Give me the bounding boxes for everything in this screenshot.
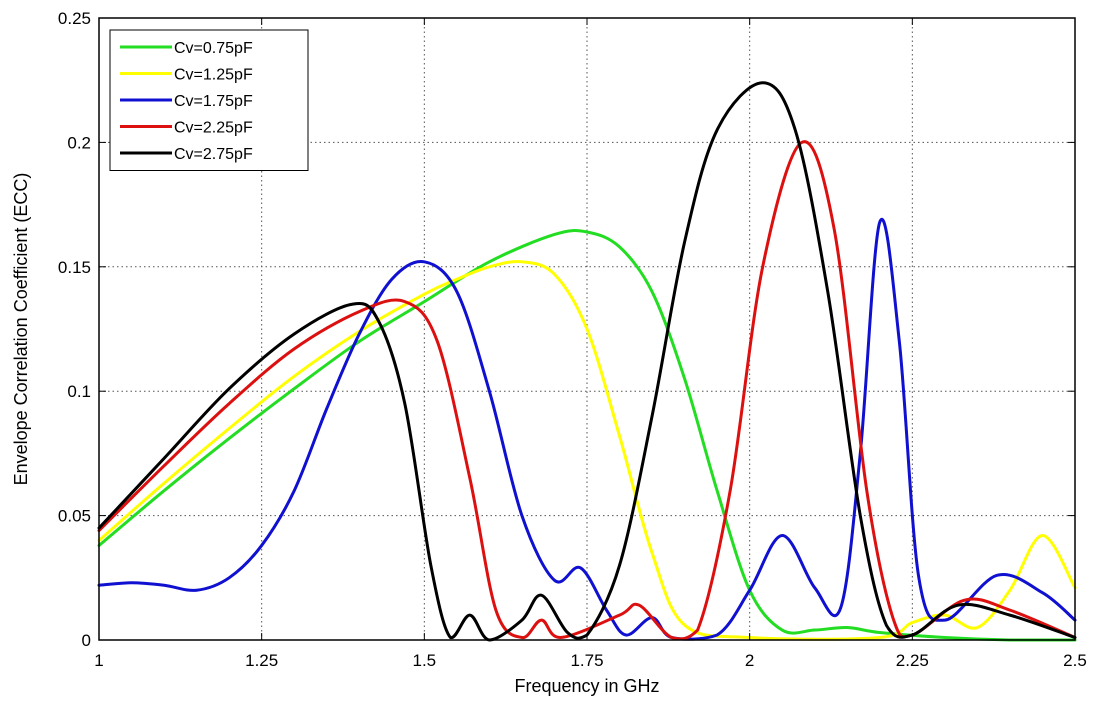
series-line-5 bbox=[97, 81, 1077, 642]
x-tick-label: 1 bbox=[94, 651, 103, 670]
y-tick-label: 0.15 bbox=[58, 258, 91, 277]
x-tick-label: 2.25 bbox=[896, 651, 929, 670]
x-tick-label: 2 bbox=[745, 651, 754, 670]
legend-label: Cv=2.25pF bbox=[174, 120, 253, 137]
series-line-1 bbox=[97, 229, 1077, 642]
y-axis-title: Envelope Correlation Coefficient (ECC) bbox=[11, 173, 31, 486]
series-line-4 bbox=[97, 140, 1077, 641]
ticks-layer: 1 1.25 1.5 1.75 2 2.25 2.5 0 0.05 0.1 0.15 0.2 0.25 bbox=[58, 9, 1087, 670]
x-tick-label: 1.5 bbox=[413, 651, 437, 670]
y-tick-label: 0.1 bbox=[67, 382, 91, 401]
y-tick-label: 0 bbox=[82, 631, 91, 650]
y-tick-label: 0.05 bbox=[58, 507, 91, 526]
legend: Cv=0.75pF Cv=1.25pF Cv=1.75pF Cv=2.25pF Cv=2… bbox=[109, 29, 309, 171]
x-tick-label: 1.75 bbox=[570, 651, 603, 670]
y-tick-label: 0.25 bbox=[58, 9, 91, 28]
x-axis-title: Frequency in GHz bbox=[514, 676, 659, 696]
legend-label: Cv=1.25pF bbox=[174, 67, 253, 84]
x-tick-label: 2.5 bbox=[1063, 651, 1087, 670]
series-line-3 bbox=[97, 217, 1077, 641]
y-tick-label: 0.2 bbox=[67, 133, 91, 152]
x-tick-label: 1.25 bbox=[245, 651, 278, 670]
legend-label: Cv=1.75pF bbox=[174, 93, 253, 110]
legend-label: Cv=2.75pF bbox=[174, 146, 253, 163]
series-layer bbox=[97, 81, 1077, 642]
legend-label: Cv=0.75pF bbox=[174, 40, 253, 57]
